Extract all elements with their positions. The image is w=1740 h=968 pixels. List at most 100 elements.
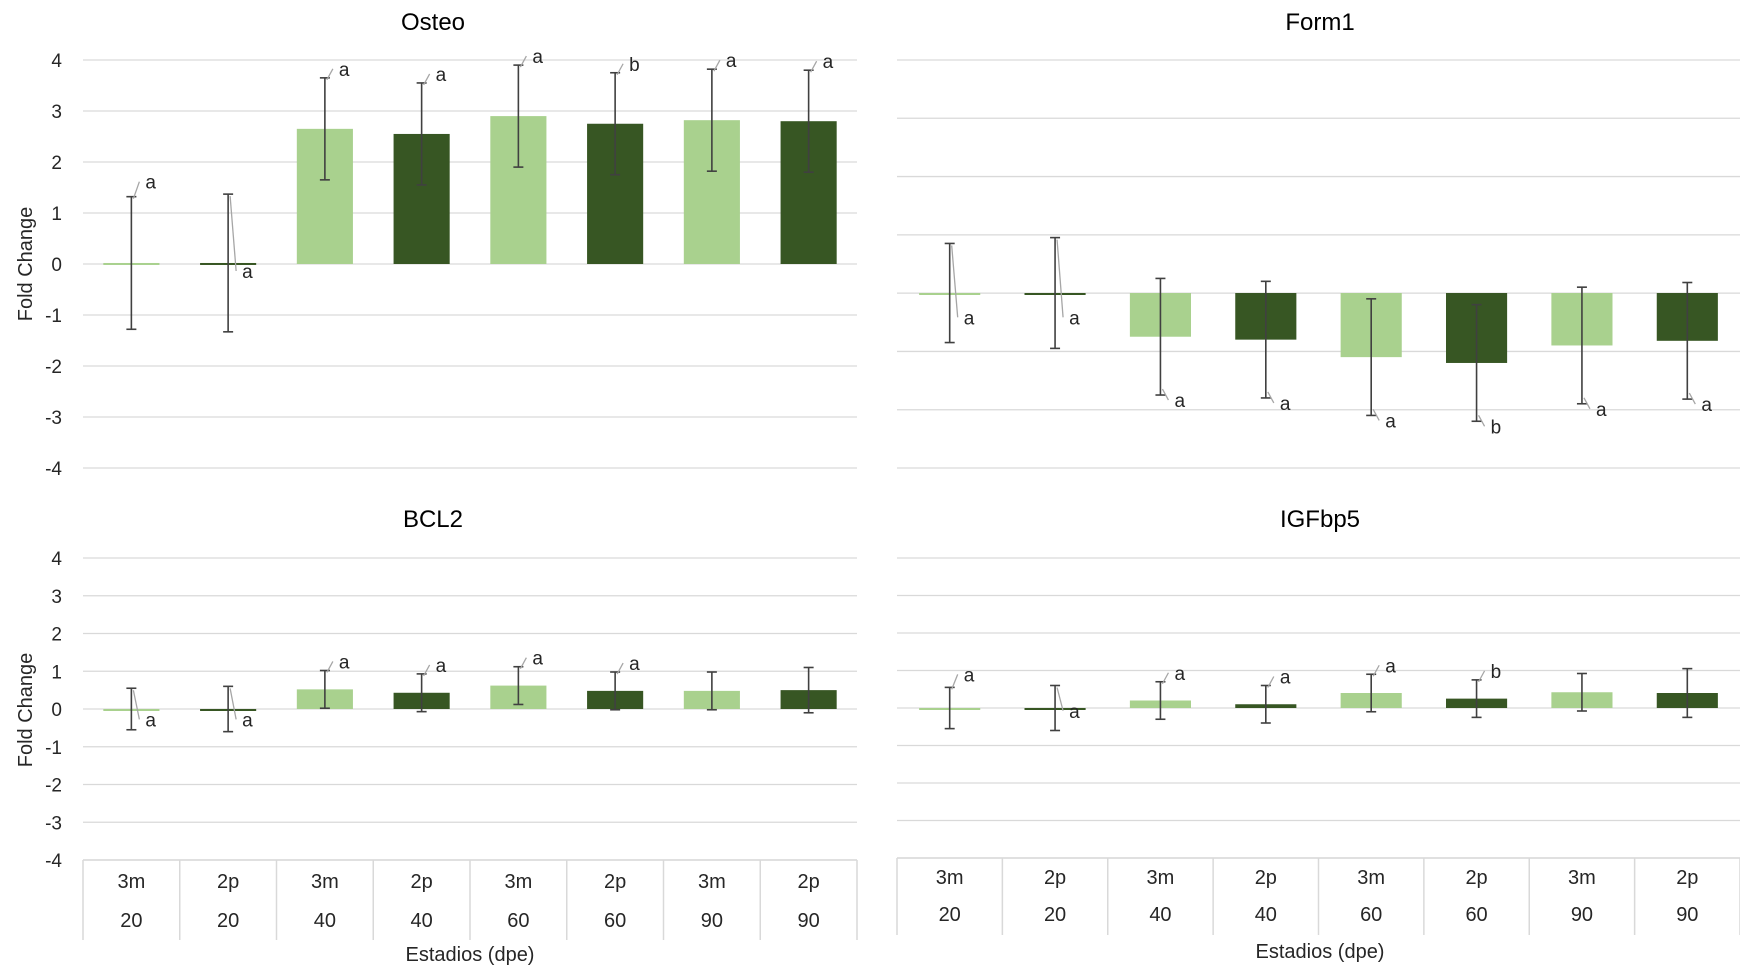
significance-label: a bbox=[726, 51, 737, 72]
y-tick-label: -3 bbox=[45, 408, 62, 429]
x-tick-label-group: 3m bbox=[698, 871, 726, 893]
label-leader bbox=[616, 63, 624, 76]
label-leader bbox=[616, 662, 624, 675]
x-tick-label-stage: 20 bbox=[120, 910, 142, 932]
y-tick-label: -3 bbox=[45, 813, 62, 834]
x-tick-label-stage: 20 bbox=[1044, 904, 1066, 926]
label-leader bbox=[1477, 670, 1486, 683]
x-tick-label-group: 3m bbox=[117, 871, 145, 893]
label-leader bbox=[1056, 687, 1064, 711]
label-leader bbox=[1372, 409, 1380, 421]
label-leader bbox=[1161, 672, 1170, 685]
x-tick-label-stage: 20 bbox=[939, 904, 961, 926]
x-axis-title-right: Estadios (dpe) bbox=[1256, 941, 1385, 963]
significance-label: a bbox=[1069, 308, 1080, 329]
significance-label: a bbox=[242, 710, 253, 731]
y-tick-label: 2 bbox=[51, 153, 62, 174]
y-tick-label: -4 bbox=[45, 851, 62, 872]
y-tick-label: -2 bbox=[45, 357, 62, 378]
x-tick-label-stage: 60 bbox=[507, 910, 529, 932]
label-leader bbox=[1056, 239, 1064, 318]
x-tick-label-stage: 40 bbox=[411, 910, 433, 932]
label-leader bbox=[423, 73, 431, 86]
label-leader bbox=[1583, 397, 1591, 410]
significance-label: a bbox=[629, 654, 640, 675]
x-tick-label-stage: 40 bbox=[314, 910, 336, 932]
significance-label: a bbox=[145, 173, 156, 194]
significance-label: a bbox=[1280, 394, 1291, 415]
x-tick-label-group: 3m bbox=[936, 867, 964, 889]
x-tick-label-stage: 40 bbox=[1149, 904, 1171, 926]
chart-panel-form1: Form1 a a a a a b a a bbox=[897, 9, 1740, 469]
y-axis-title-bottom: Fold Change bbox=[15, 653, 37, 768]
x-tick-label-stage: 90 bbox=[701, 910, 723, 932]
x-tick-label-stage: 60 bbox=[1465, 904, 1487, 926]
chart-title: BCL2 bbox=[403, 506, 463, 533]
y-tick-label: -4 bbox=[45, 459, 62, 480]
y-tick-label: 0 bbox=[51, 700, 62, 721]
x-tick-label-stage: 60 bbox=[1360, 904, 1382, 926]
y-tick-label: 3 bbox=[51, 587, 62, 608]
label-leader bbox=[1267, 676, 1275, 688]
x-tick-label-group: 2p bbox=[1465, 867, 1487, 889]
significance-label: a bbox=[1069, 702, 1080, 723]
x-tick-label-group: 3m bbox=[504, 871, 532, 893]
y-tick-label: -1 bbox=[45, 306, 62, 327]
significance-label: a bbox=[436, 656, 447, 677]
y-tick-label: 1 bbox=[51, 662, 62, 683]
x-tick-label-group: 2p bbox=[1044, 867, 1066, 889]
significance-label: a bbox=[532, 47, 543, 68]
significance-label: a bbox=[1280, 668, 1291, 689]
significance-label: a bbox=[1174, 664, 1185, 685]
significance-label: a bbox=[1701, 395, 1712, 416]
significance-label: a bbox=[339, 652, 350, 673]
label-leader bbox=[951, 245, 959, 318]
x-axis-title-left: Estadios (dpe) bbox=[406, 944, 535, 966]
y-tick-label: 3 bbox=[51, 102, 62, 123]
significance-label: b bbox=[1491, 417, 1502, 438]
chart-title: Form1 bbox=[1285, 9, 1354, 36]
significance-label: a bbox=[145, 710, 156, 731]
y-axis-title-top: Fold Change bbox=[15, 207, 37, 322]
y-tick-label: 4 bbox=[51, 549, 62, 570]
x-tick-label-group: 3m bbox=[1147, 867, 1175, 889]
label-leader bbox=[1161, 388, 1170, 401]
chart-title: Osteo bbox=[401, 9, 465, 36]
significance-label: a bbox=[532, 649, 543, 670]
x-axis-table-right: 3m 20 2p 20 3m 40 2p 40 3m 60 2p 60 3m 90 2p 90 bbox=[896, 857, 1740, 935]
x-tick-label-group: 2p bbox=[411, 871, 433, 893]
x-axis-table-left: 3m 20 2p 20 3m 40 2p 40 3m 60 2p 60 3m 90 2p 90 bbox=[82, 859, 858, 940]
label-leader bbox=[1477, 414, 1486, 427]
significance-label: b bbox=[1491, 662, 1502, 683]
y-tick-label: 1 bbox=[51, 204, 62, 225]
y-tick-label: -1 bbox=[45, 738, 62, 759]
x-tick-label-group: 2p bbox=[217, 871, 239, 893]
label-leader bbox=[132, 181, 140, 199]
significance-label: a bbox=[339, 60, 350, 81]
x-tick-label-group: 3m bbox=[1357, 867, 1385, 889]
label-leader bbox=[1372, 664, 1380, 677]
chart-panel-osteo: 4 3 2 1 0 -1 -2 -3 -4 Osteo a a a a a b a a bbox=[45, 9, 857, 480]
label-leader bbox=[1267, 391, 1275, 404]
y-tick-label: 0 bbox=[51, 255, 62, 276]
x-tick-label-group: 2p bbox=[1255, 867, 1277, 889]
significance-label: a bbox=[964, 665, 975, 686]
label-leader bbox=[1688, 392, 1696, 405]
x-tick-label-stage: 20 bbox=[217, 910, 239, 932]
significance-label: a bbox=[436, 65, 447, 86]
x-tick-label-group: 3m bbox=[1568, 867, 1596, 889]
label-leader bbox=[229, 688, 237, 720]
x-tick-label-stage: 40 bbox=[1255, 904, 1277, 926]
significance-label: a bbox=[1174, 391, 1185, 412]
significance-label: a bbox=[1596, 400, 1607, 421]
chart-title: IGFbp5 bbox=[1280, 506, 1360, 533]
x-tick-label-stage: 90 bbox=[798, 910, 820, 932]
label-leader bbox=[326, 661, 334, 673]
significance-label: a bbox=[242, 262, 253, 283]
x-tick-label-stage: 90 bbox=[1676, 904, 1698, 926]
x-tick-label-group: 2p bbox=[1676, 867, 1698, 889]
label-leader bbox=[519, 55, 527, 68]
chart-panel-bcl2: 4 3 2 1 0 -1 -2 -3 -4 BCL2 a a a a a a bbox=[45, 506, 857, 872]
significance-label: a bbox=[1385, 411, 1396, 432]
